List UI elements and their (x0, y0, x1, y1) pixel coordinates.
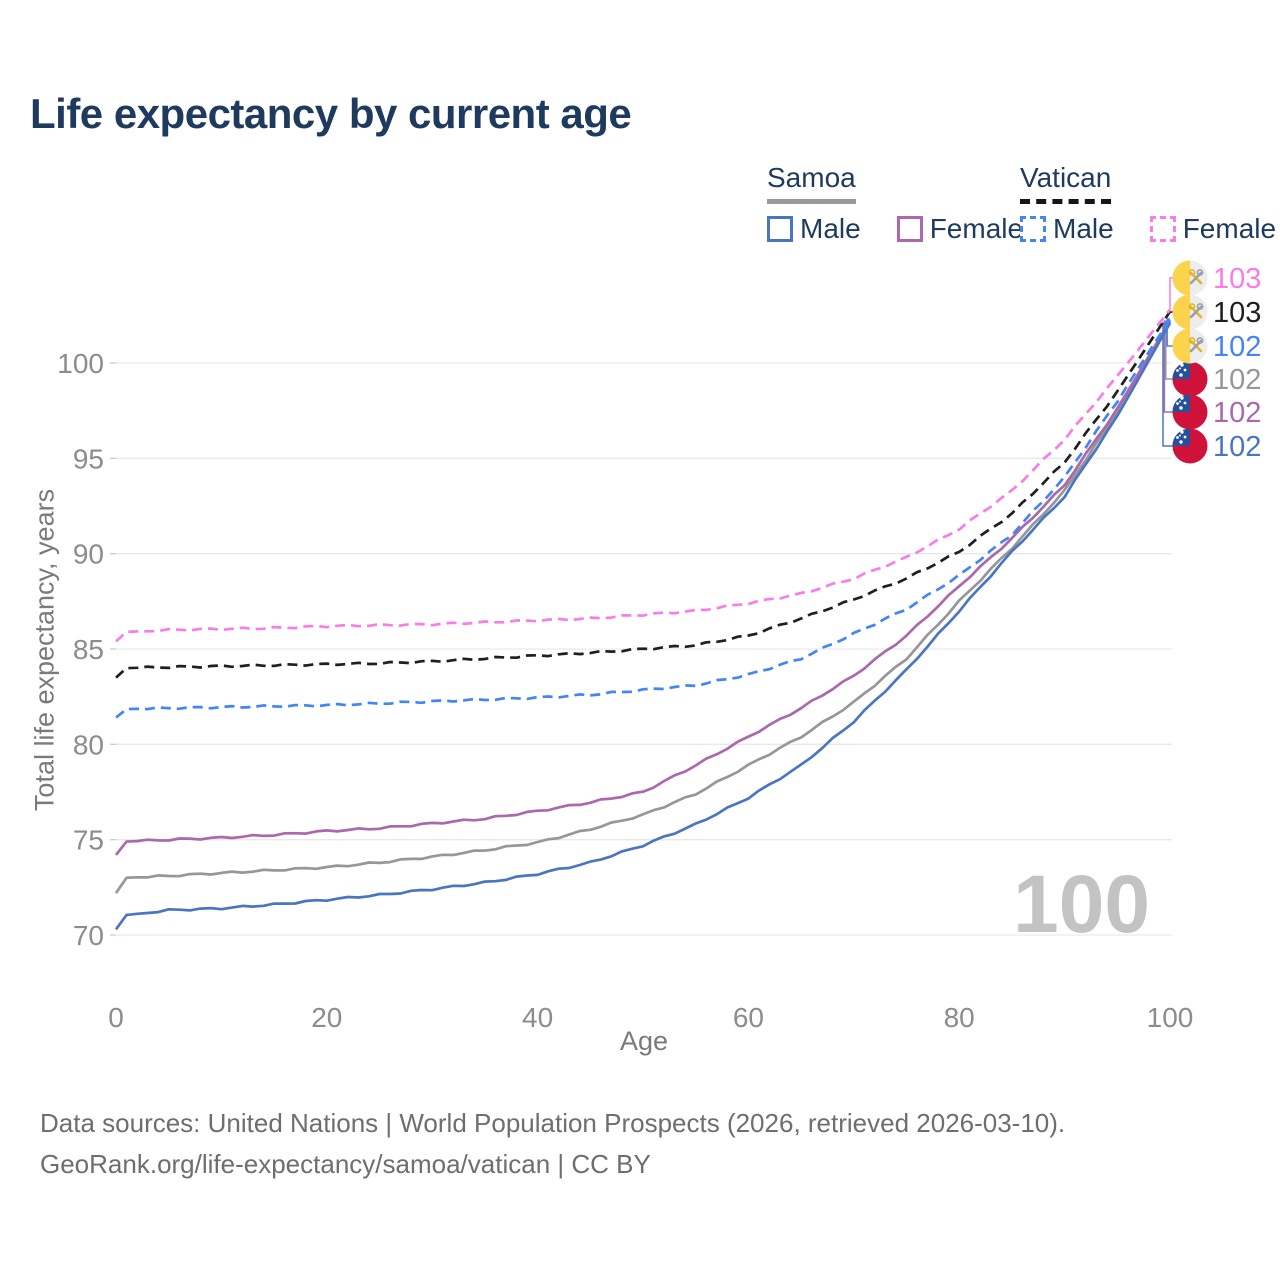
samoa-female-swatch-icon (896, 216, 923, 242)
legend-label-vatican-male: Male (1053, 213, 1114, 244)
series-line-samoa-male[interactable] (114, 322, 1172, 931)
series-line-vatican-all[interactable] (115, 310, 1172, 679)
x-tick-label-40: 40 (522, 1002, 553, 1033)
vatican-female-swatch-icon (1149, 216, 1176, 242)
samoa-flag-star-4 (1179, 400, 1181, 403)
samoa-flag-star-2 (1179, 373, 1183, 377)
samoa-flag-star-1 (1183, 435, 1187, 439)
end-label-value-samoa-male: 102 (1213, 431, 1261, 463)
leader-line-vatican-male (1166, 318, 1176, 347)
footer-attribution: Data sources: United Nations | World Pop… (40, 1103, 1065, 1185)
vatican-flag-key-bow-gold (1188, 337, 1196, 344)
vatican-flag-yellow-half (1172, 294, 1190, 330)
legend-item-samoa-male[interactable]: Male (767, 213, 861, 245)
samoa-flag-canton (1172, 361, 1190, 379)
y-axis-title: Total life expectancy, years (29, 488, 60, 812)
end-label-value-vatican-male: 102 (1213, 331, 1261, 363)
vatican-flag-key-bow-gold (1188, 303, 1196, 310)
samoa-flag-star-3 (1176, 369, 1179, 372)
samoa-flag-star-2 (1179, 440, 1183, 444)
legend-samoa-title: Samoa (767, 162, 856, 204)
samoa-flag-star-4 (1179, 434, 1181, 437)
samoa-flag-star-1 (1183, 401, 1187, 405)
legend-group-samoa: Samoa Male Female (767, 162, 1023, 245)
y-tick-label-90: 90 (73, 539, 104, 570)
series-line-vatican-male[interactable] (115, 318, 1172, 719)
x-axis-title: Age (619, 1026, 669, 1056)
y-tick-label-100: 100 (57, 348, 104, 379)
vatican-male-swatch-icon (1020, 216, 1046, 242)
samoa-flag-star-4 (1179, 367, 1181, 370)
vatican-flag-icon (1172, 328, 1208, 364)
y-tick-label-85: 85 (73, 634, 104, 665)
vatican-flag-yellow-half (1172, 328, 1190, 364)
footer-line-url: GeoRank.org/life-expectancy/samoa/vatica… (40, 1149, 651, 1179)
legend-item-vatican-female[interactable]: Female (1149, 213, 1277, 245)
samoa-flag-star-2 (1179, 406, 1183, 410)
x-tick-label-20: 20 (311, 1002, 342, 1033)
y-tick-label-75: 75 (73, 825, 104, 856)
legend-vatican-title: Vatican (1020, 162, 1112, 204)
series-line-samoa-female[interactable] (114, 320, 1172, 856)
end-label-value-vatican-all: 103 (1213, 297, 1261, 329)
y-tick-label-80: 80 (73, 729, 104, 760)
samoa-flag-icon (1172, 428, 1208, 464)
series-line-samoa-all[interactable] (114, 322, 1172, 894)
y-tick-label-70: 70 (73, 920, 104, 951)
y-tick-label-95: 95 (73, 443, 104, 474)
x-tick-label-100: 100 (1147, 1002, 1194, 1033)
end-label-value-samoa-female: 102 (1213, 397, 1261, 429)
legend-item-samoa-female[interactable]: Female (896, 213, 1024, 245)
vatican-flag-key-bow-gold (1188, 269, 1196, 276)
age-counter-watermark: 100 (1013, 859, 1150, 950)
vatican-flag-yellow-half (1172, 260, 1190, 296)
end-label-value-vatican-female: 103 (1213, 263, 1261, 295)
samoa-flag-icon (1172, 394, 1208, 430)
samoa-flag-canton (1172, 428, 1190, 446)
legend-label-samoa-female: Female (929, 213, 1024, 244)
footer-line-sources: Data sources: United Nations | World Pop… (40, 1108, 1066, 1138)
end-label-value-samoa-all: 102 (1213, 364, 1261, 396)
series-line-vatican-female[interactable] (115, 308, 1172, 643)
vatican-flag-key-bow-silver (1196, 269, 1204, 276)
samoa-flag-star-3 (1176, 402, 1179, 405)
vatican-flag-key-bow-silver (1196, 303, 1204, 310)
vatican-flag-icon (1172, 294, 1208, 330)
x-tick-label-60: 60 (733, 1002, 764, 1033)
legend-item-vatican-male[interactable]: Male (1020, 213, 1114, 245)
x-tick-label-0: 0 (108, 1002, 124, 1033)
samoa-flag-icon (1172, 361, 1208, 397)
samoa-male-swatch-icon (767, 216, 793, 242)
page-title: Life expectancy by current age (30, 90, 632, 137)
samoa-flag-star-0 (1180, 396, 1184, 400)
legend-label-samoa-male: Male (800, 213, 861, 244)
samoa-flag-canton (1172, 394, 1190, 412)
vatican-flag-icon (1172, 260, 1208, 296)
samoa-flag-star-3 (1176, 436, 1179, 439)
x-tick-label-80: 80 (944, 1002, 975, 1033)
legend-label-vatican-female: Female (1182, 213, 1277, 244)
samoa-flag-star-0 (1180, 430, 1184, 434)
legend-group-vatican: Vatican Male Female (1020, 162, 1276, 245)
samoa-flag-star-0 (1180, 363, 1184, 367)
samoa-flag-star-1 (1183, 368, 1187, 372)
vatican-flag-key-bow-silver (1196, 337, 1204, 344)
